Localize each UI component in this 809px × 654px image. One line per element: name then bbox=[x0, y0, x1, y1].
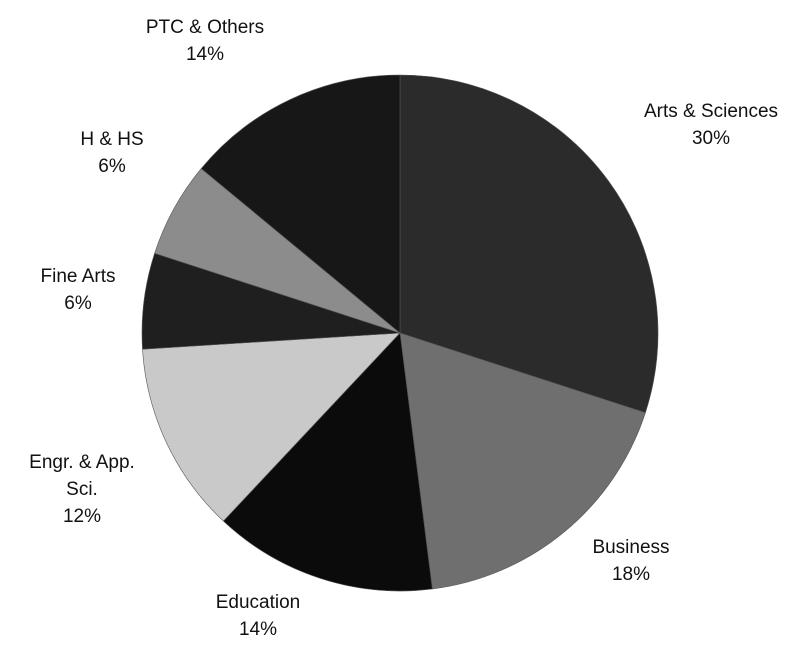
pie-slice bbox=[222, 332, 433, 592]
pie-slice bbox=[399, 74, 659, 414]
percent-label: 6% bbox=[64, 293, 92, 314]
pie-slice bbox=[142, 332, 401, 522]
category-name: H & HS bbox=[80, 129, 144, 150]
percent-label: 6% bbox=[98, 156, 126, 177]
percent-label: 14% bbox=[185, 44, 225, 65]
percent-label: 12% bbox=[62, 506, 102, 527]
slice-label: Business 18% bbox=[531, 534, 731, 588]
slice-label: Arts & Sciences 30% bbox=[611, 98, 809, 152]
slice-label: Education 14% bbox=[158, 589, 358, 643]
pie-slice bbox=[200, 74, 401, 334]
category-name: Arts & Sciences bbox=[643, 101, 779, 122]
slice-label: Fine Arts 6% bbox=[0, 263, 178, 317]
category-name: PTC & Others bbox=[145, 17, 265, 38]
percent-label: 18% bbox=[611, 564, 651, 585]
slice-label: Engr. & App. Sci. 12% bbox=[17, 449, 147, 530]
percent-label: 30% bbox=[691, 128, 731, 149]
category-name: Business bbox=[592, 537, 670, 558]
category-name: Engr. & App. Sci. bbox=[29, 452, 135, 500]
category-name: Fine Arts bbox=[40, 266, 116, 287]
slice-label: H & HS 6% bbox=[12, 126, 212, 180]
slice-label: PTC & Others 14% bbox=[105, 14, 305, 68]
percent-label: 14% bbox=[238, 619, 278, 640]
category-name: Education bbox=[215, 592, 301, 613]
pie-slice bbox=[399, 332, 646, 590]
